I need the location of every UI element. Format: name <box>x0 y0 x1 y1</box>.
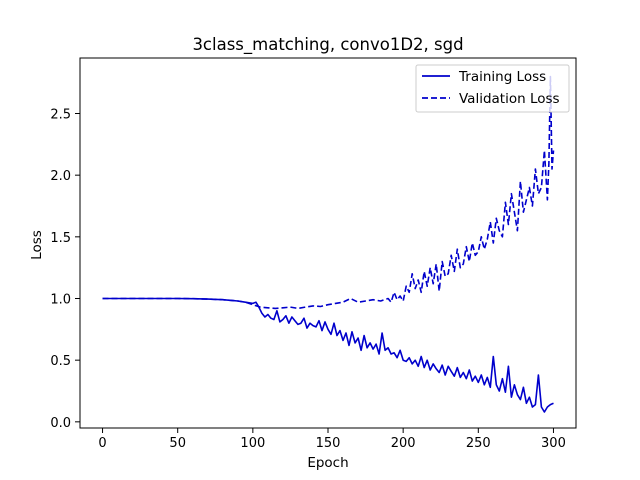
y-tick-label: 0.5 <box>50 354 71 369</box>
legend-label-validation-loss: Validation Loss <box>459 91 560 107</box>
y-tick-label: 1.5 <box>50 231 71 246</box>
y-tick-label: 2.5 <box>50 108 71 123</box>
series-line-training-loss <box>102 297 554 413</box>
x-tick-label: 100 <box>240 436 265 451</box>
y-axis-ticks: 0.0 0.5 1.0 1.5 2.0 2.5 <box>50 108 80 431</box>
x-axis-label: Epoch <box>307 455 348 471</box>
legend: Training Loss Validation Loss <box>415 64 570 113</box>
y-tick-label: 2.0 <box>50 169 71 184</box>
x-tick-label: 200 <box>391 436 416 451</box>
series-lines <box>102 75 555 413</box>
legend-box <box>415 64 570 113</box>
x-tick-label: 250 <box>466 436 491 451</box>
x-tick-label: 300 <box>541 436 566 451</box>
x-tick-label: 50 <box>169 436 186 451</box>
x-tick-label: 150 <box>316 436 341 451</box>
series-line-validation-loss <box>102 75 555 310</box>
y-axis-label: Loss <box>29 230 45 260</box>
x-axis-ticks: 0 50 100 150 200 250 300 <box>98 428 566 451</box>
y-tick-label: 1.0 <box>50 293 71 308</box>
plot-frame <box>79 57 577 429</box>
chart-title: 3class_matching, convo1D2, sgd <box>192 35 463 55</box>
y-tick-label: 0.0 <box>50 416 71 431</box>
legend-label-training-loss: Training Loss <box>458 69 546 85</box>
x-tick-label: 0 <box>98 436 106 451</box>
